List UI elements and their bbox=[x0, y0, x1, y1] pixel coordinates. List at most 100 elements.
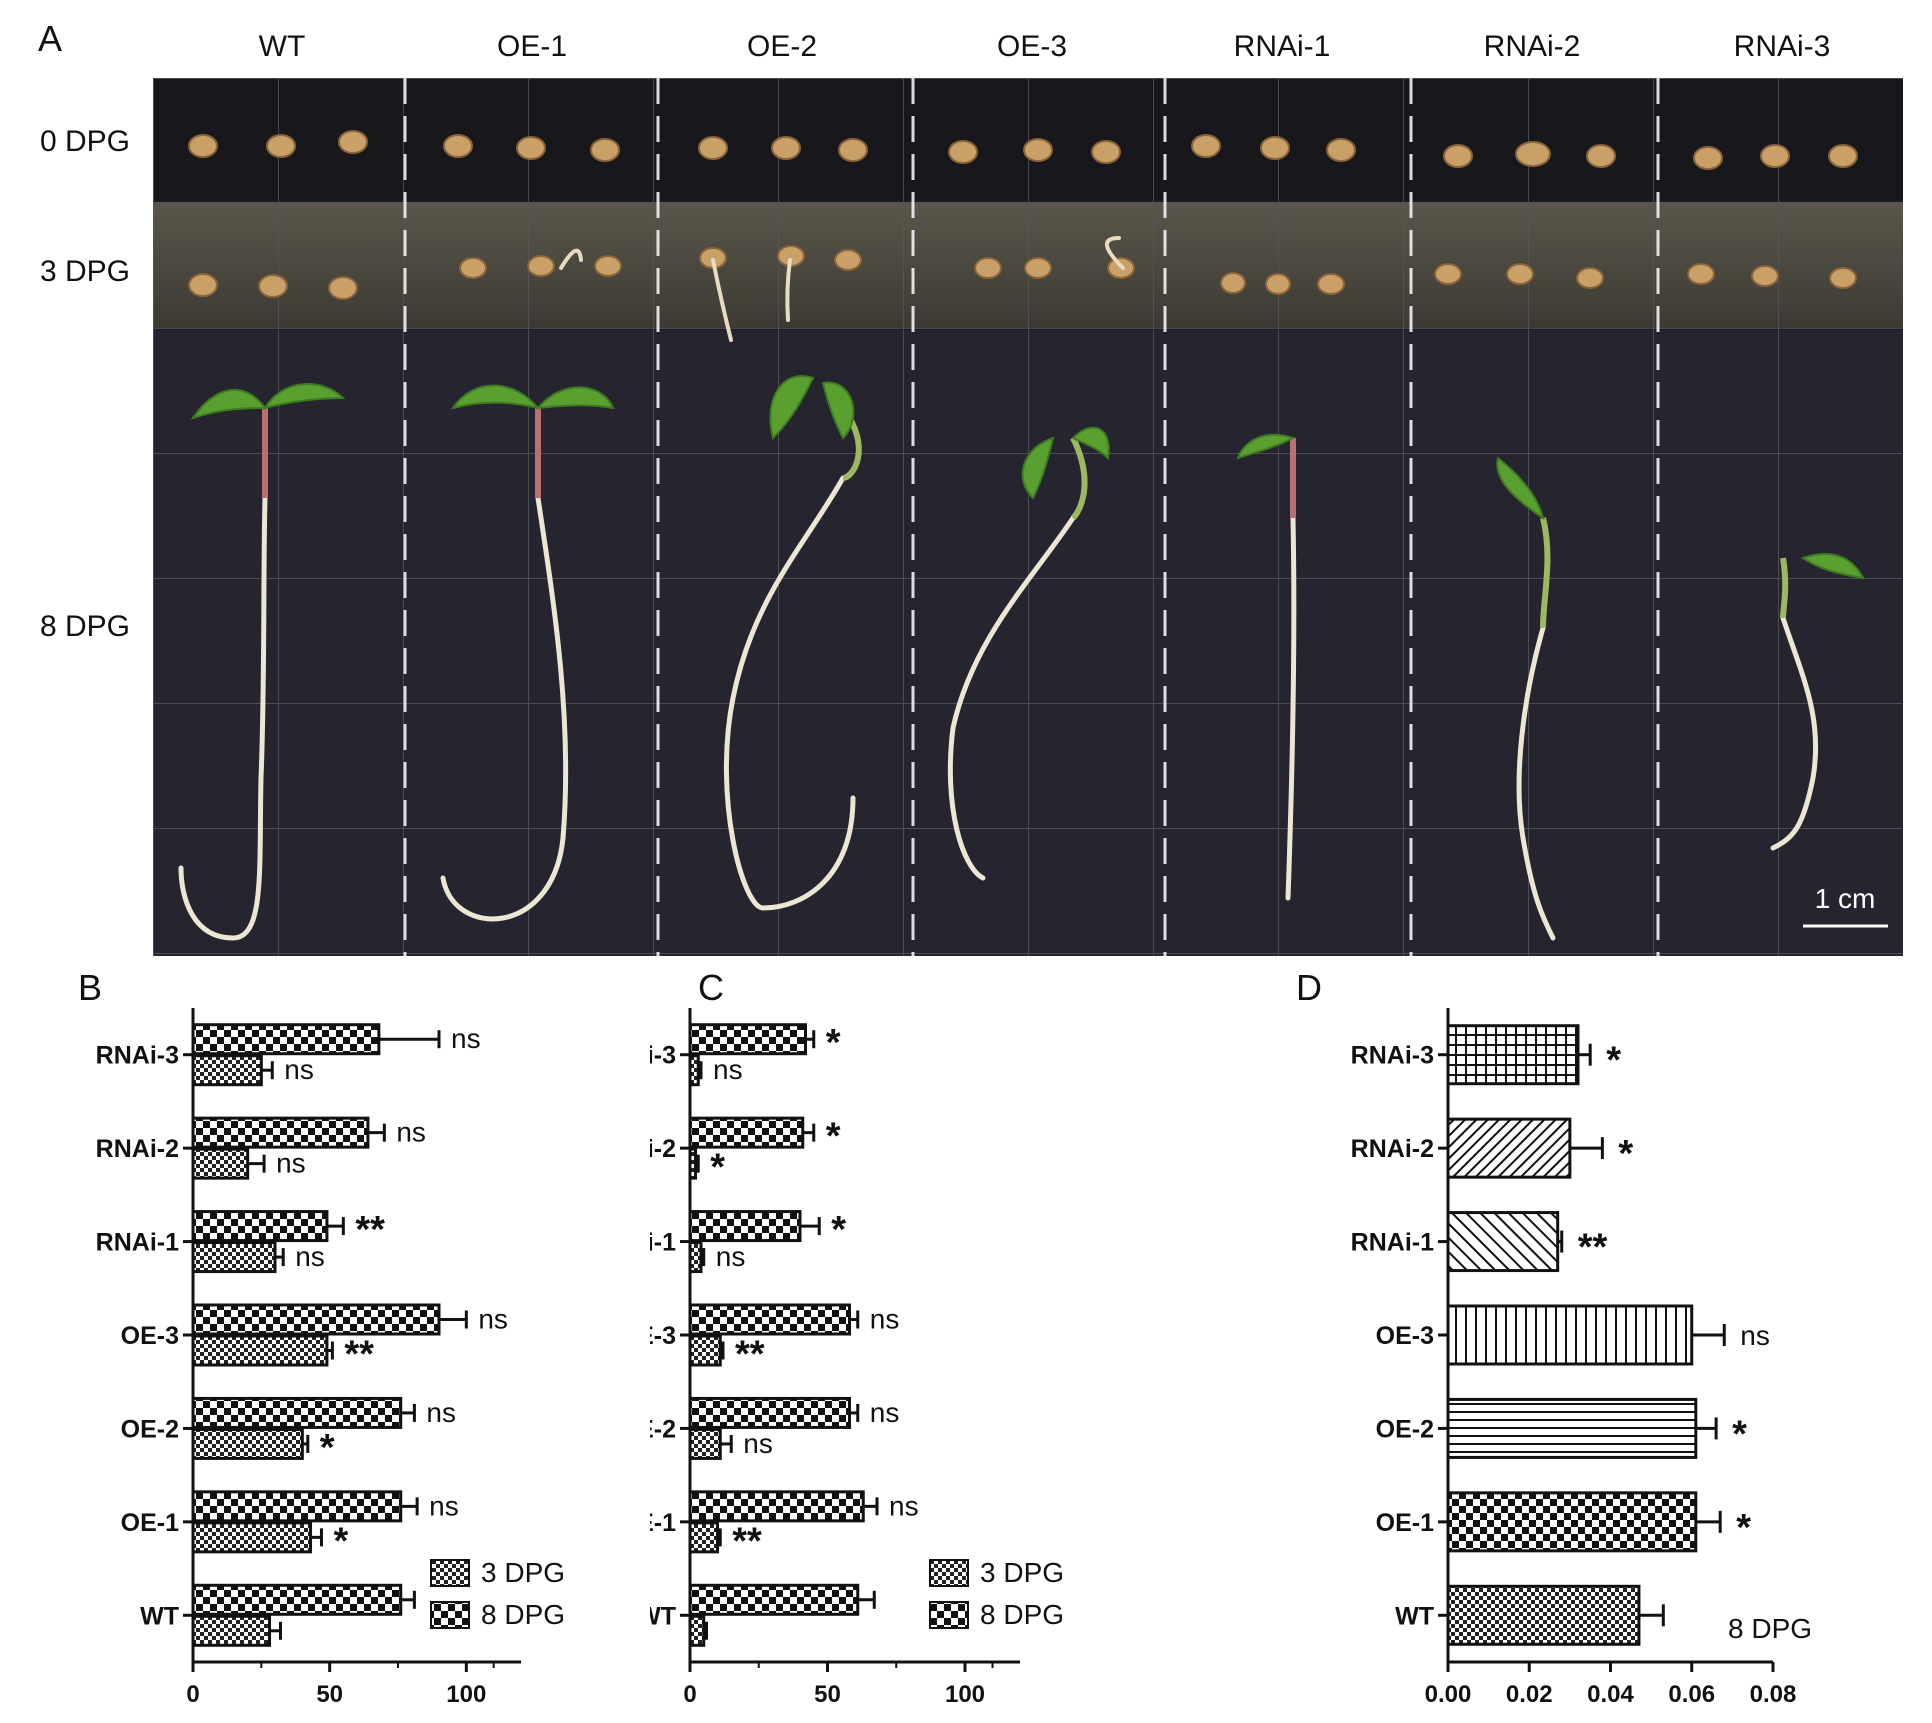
y-tick-label-wt: WT bbox=[1395, 1602, 1434, 1630]
bar-8-dpg-oe-3 bbox=[191, 1303, 441, 1336]
significance-label: ns bbox=[276, 1148, 306, 1179]
bar-3-dpg-rnai-1 bbox=[688, 1241, 703, 1274]
legend-swatch-3-dpg bbox=[929, 1559, 969, 1587]
bar-3-dpg-oe-2 bbox=[688, 1427, 722, 1460]
x-tick-label: 0.02 bbox=[1506, 1681, 1553, 1708]
significance-label: ** bbox=[732, 1520, 762, 1562]
bar-oe-1 bbox=[1446, 1491, 1698, 1553]
x-tick-label: 0 bbox=[186, 1681, 199, 1708]
significance-label: * bbox=[1618, 1133, 1633, 1175]
germination-rate-chart: B 050100Germination rate (%)WTOE-1ns*OE-… bbox=[78, 967, 565, 1708]
legend-swatch-8-dpg bbox=[430, 1601, 470, 1629]
bar-3-dpg-oe-1 bbox=[191, 1521, 313, 1554]
bar-wt bbox=[1446, 1584, 1641, 1646]
significance-label: ns bbox=[870, 1304, 900, 1335]
y-tick-label-rnai-2: RNAi-2 bbox=[1351, 1135, 1434, 1163]
legend-swatch-3-dpg bbox=[430, 1559, 470, 1587]
x-tick-label: 50 bbox=[316, 1681, 343, 1708]
bar-8-dpg-rnai-3 bbox=[191, 1023, 381, 1056]
x-tick-label: 50 bbox=[814, 1681, 841, 1708]
significance-label: ns bbox=[295, 1241, 325, 1272]
row-label-8-dpg: 8 DPG bbox=[39, 610, 131, 643]
significance-label: ** bbox=[355, 1209, 385, 1251]
column-label-oe-1: OE-1 bbox=[496, 30, 568, 63]
legend-swatch-8-dpg bbox=[929, 1601, 969, 1629]
significance-label: ns bbox=[426, 1397, 456, 1428]
bar-3-dpg-rnai-3 bbox=[191, 1054, 263, 1087]
x-tick-label: 100 bbox=[446, 1681, 486, 1708]
significance-label: ** bbox=[1578, 1227, 1608, 1269]
y-tick-label-oe-2: OE-2 bbox=[650, 1415, 676, 1443]
significance-label: * bbox=[826, 1116, 841, 1158]
significance-label: * bbox=[831, 1209, 846, 1251]
y-tick-label-wt: WT bbox=[650, 1602, 676, 1630]
fresh-weight-chart: D 0.000.020.040.060.08Fresh weight (g)WT… bbox=[1296, 967, 1812, 1708]
bar-8-dpg-wt bbox=[688, 1583, 860, 1616]
bar-oe-3 bbox=[1446, 1304, 1694, 1366]
y-tick-label-oe-1: OE-1 bbox=[121, 1509, 179, 1537]
legend-label-8-dpg: 8 DPG bbox=[980, 1599, 1064, 1630]
significance-label: ns bbox=[284, 1054, 314, 1085]
significance-label: ns bbox=[743, 1428, 773, 1459]
bar-8-dpg-oe-3 bbox=[688, 1303, 851, 1336]
bar-3-dpg-rnai-3 bbox=[688, 1054, 700, 1087]
bar-3-dpg-oe-3 bbox=[688, 1334, 722, 1367]
y-tick-label-wt: WT bbox=[140, 1602, 179, 1630]
row-label-0-dpg: 0 DPG bbox=[39, 125, 131, 158]
x-tick-label: 0.08 bbox=[1750, 1681, 1797, 1708]
bar-3-dpg-wt bbox=[191, 1614, 272, 1647]
y-tick-label-oe-3: OE-3 bbox=[121, 1322, 179, 1350]
significance-label: * bbox=[710, 1147, 725, 1189]
y-tick-label-rnai-1: RNAi-1 bbox=[650, 1229, 676, 1257]
x-tick-label: 0.06 bbox=[1668, 1681, 1715, 1708]
scale-bar-label: 1 cm bbox=[1815, 883, 1876, 914]
y-tick-label-oe-1: OE-1 bbox=[1376, 1509, 1434, 1537]
y-tick-label-oe-1: OE-1 bbox=[650, 1509, 676, 1537]
panel-label-b: B bbox=[78, 967, 102, 1008]
significance-label: ns bbox=[870, 1397, 900, 1428]
bar-8-dpg-rnai-2 bbox=[688, 1116, 805, 1149]
bar-rnai-3 bbox=[1446, 1024, 1580, 1086]
bar-rnai-2 bbox=[1446, 1117, 1572, 1179]
x-tick-label: 0.04 bbox=[1587, 1681, 1634, 1708]
y-tick-label-rnai-3: RNAi-3 bbox=[96, 1042, 179, 1070]
significance-label: ** bbox=[344, 1334, 374, 1376]
bar-8-dpg-wt bbox=[191, 1583, 403, 1616]
x-tick-label: 0.00 bbox=[1425, 1681, 1472, 1708]
y-tick-label-rnai-1: RNAi-1 bbox=[1351, 1229, 1434, 1257]
bar-8-dpg-oe-2 bbox=[191, 1396, 403, 1429]
panel-label-a: A bbox=[38, 18, 63, 59]
significance-label: * bbox=[320, 1427, 335, 1469]
bar-8-dpg-rnai-1 bbox=[191, 1210, 329, 1243]
column-label-oe-3: OE-3 bbox=[996, 30, 1068, 63]
y-tick-label-rnai-2: RNAi-2 bbox=[650, 1135, 676, 1163]
significance-label: * bbox=[826, 1022, 841, 1064]
bar-3-dpg-oe-3 bbox=[191, 1334, 329, 1367]
panel-label-d: D bbox=[1296, 967, 1322, 1008]
y-tick-label-rnai-3: RNAi-3 bbox=[1351, 1042, 1434, 1070]
y-tick-label-oe-2: OE-2 bbox=[121, 1415, 179, 1443]
bar-rnai-1 bbox=[1446, 1211, 1560, 1273]
significance-label: * bbox=[1736, 1507, 1751, 1549]
y-tick-label-rnai-2: RNAi-2 bbox=[96, 1135, 179, 1163]
bar-8-dpg-oe-1 bbox=[688, 1490, 865, 1523]
significance-label: ns bbox=[396, 1117, 426, 1148]
significance-label: ns bbox=[716, 1241, 746, 1272]
significance-label: * bbox=[1606, 1040, 1621, 1082]
y-tick-label-oe-2: OE-2 bbox=[1376, 1415, 1434, 1443]
significance-label: ns bbox=[1740, 1320, 1770, 1351]
y-tick-label-oe-3: OE-3 bbox=[1376, 1322, 1434, 1350]
x-tick-label: 100 bbox=[945, 1681, 985, 1708]
bar-3-dpg-oe-2 bbox=[191, 1427, 304, 1460]
bar-3-dpg-wt bbox=[688, 1614, 706, 1647]
bar-8-dpg-oe-2 bbox=[688, 1396, 851, 1429]
legend-label-3-dpg: 3 DPG bbox=[481, 1557, 565, 1588]
significance-label: * bbox=[1732, 1413, 1747, 1455]
column-label-wt: WT bbox=[258, 30, 306, 63]
significance-label: ns bbox=[451, 1023, 481, 1054]
y-tick-label-oe-3: OE-3 bbox=[650, 1322, 676, 1350]
bar-3-dpg-oe-1 bbox=[688, 1521, 719, 1554]
bar-3-dpg-rnai-2 bbox=[191, 1147, 250, 1180]
significance-label: ns bbox=[889, 1490, 919, 1521]
row-label-3-dpg: 3 DPG bbox=[39, 255, 131, 288]
